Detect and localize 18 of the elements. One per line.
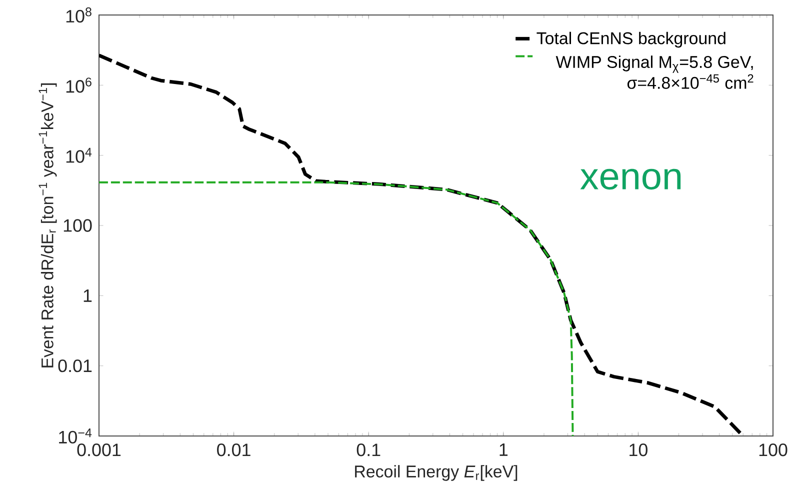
annotation: xenon (580, 168, 681, 190)
y-tick-label: 100 (64, 219, 92, 232)
y-tick-label: 10$^{6}$ (66, 78, 92, 93)
legend-label: WIMP Signal M$_{χ}$=5.8 GeV, σ=4.8×10$^{−45}$ cm$^{2}$ (556, 56, 754, 89)
y-tick-label: 1 (84, 289, 92, 302)
x-tick-label: 0.01 (217, 444, 250, 456)
y-tick-label: 10$^{8}$ (66, 7, 92, 23)
x-tick-label: 1 (500, 444, 508, 456)
x-tick-label: 100 (759, 444, 788, 456)
x-tick-label: 10 (630, 444, 648, 456)
x-tick-label: 0.1 (356, 444, 380, 456)
y-tick-label: 10$^{4}$ (66, 148, 92, 163)
x-axis-title: Recoil Energy E$_{r}$[keV] (355, 465, 518, 481)
text: Event Rate dR/dE$_{r}$ [ton$^{−1}$ year$^{−1}$keV$^{−1}$] (38, 83, 57, 368)
legend-label: Total CEnNS background (536, 32, 726, 48)
y-tick-label: 10$^{−4}$ (59, 428, 92, 444)
y-tick-label: 0.01 (58, 359, 92, 372)
x-tick-label: 0.001 (77, 444, 121, 456)
